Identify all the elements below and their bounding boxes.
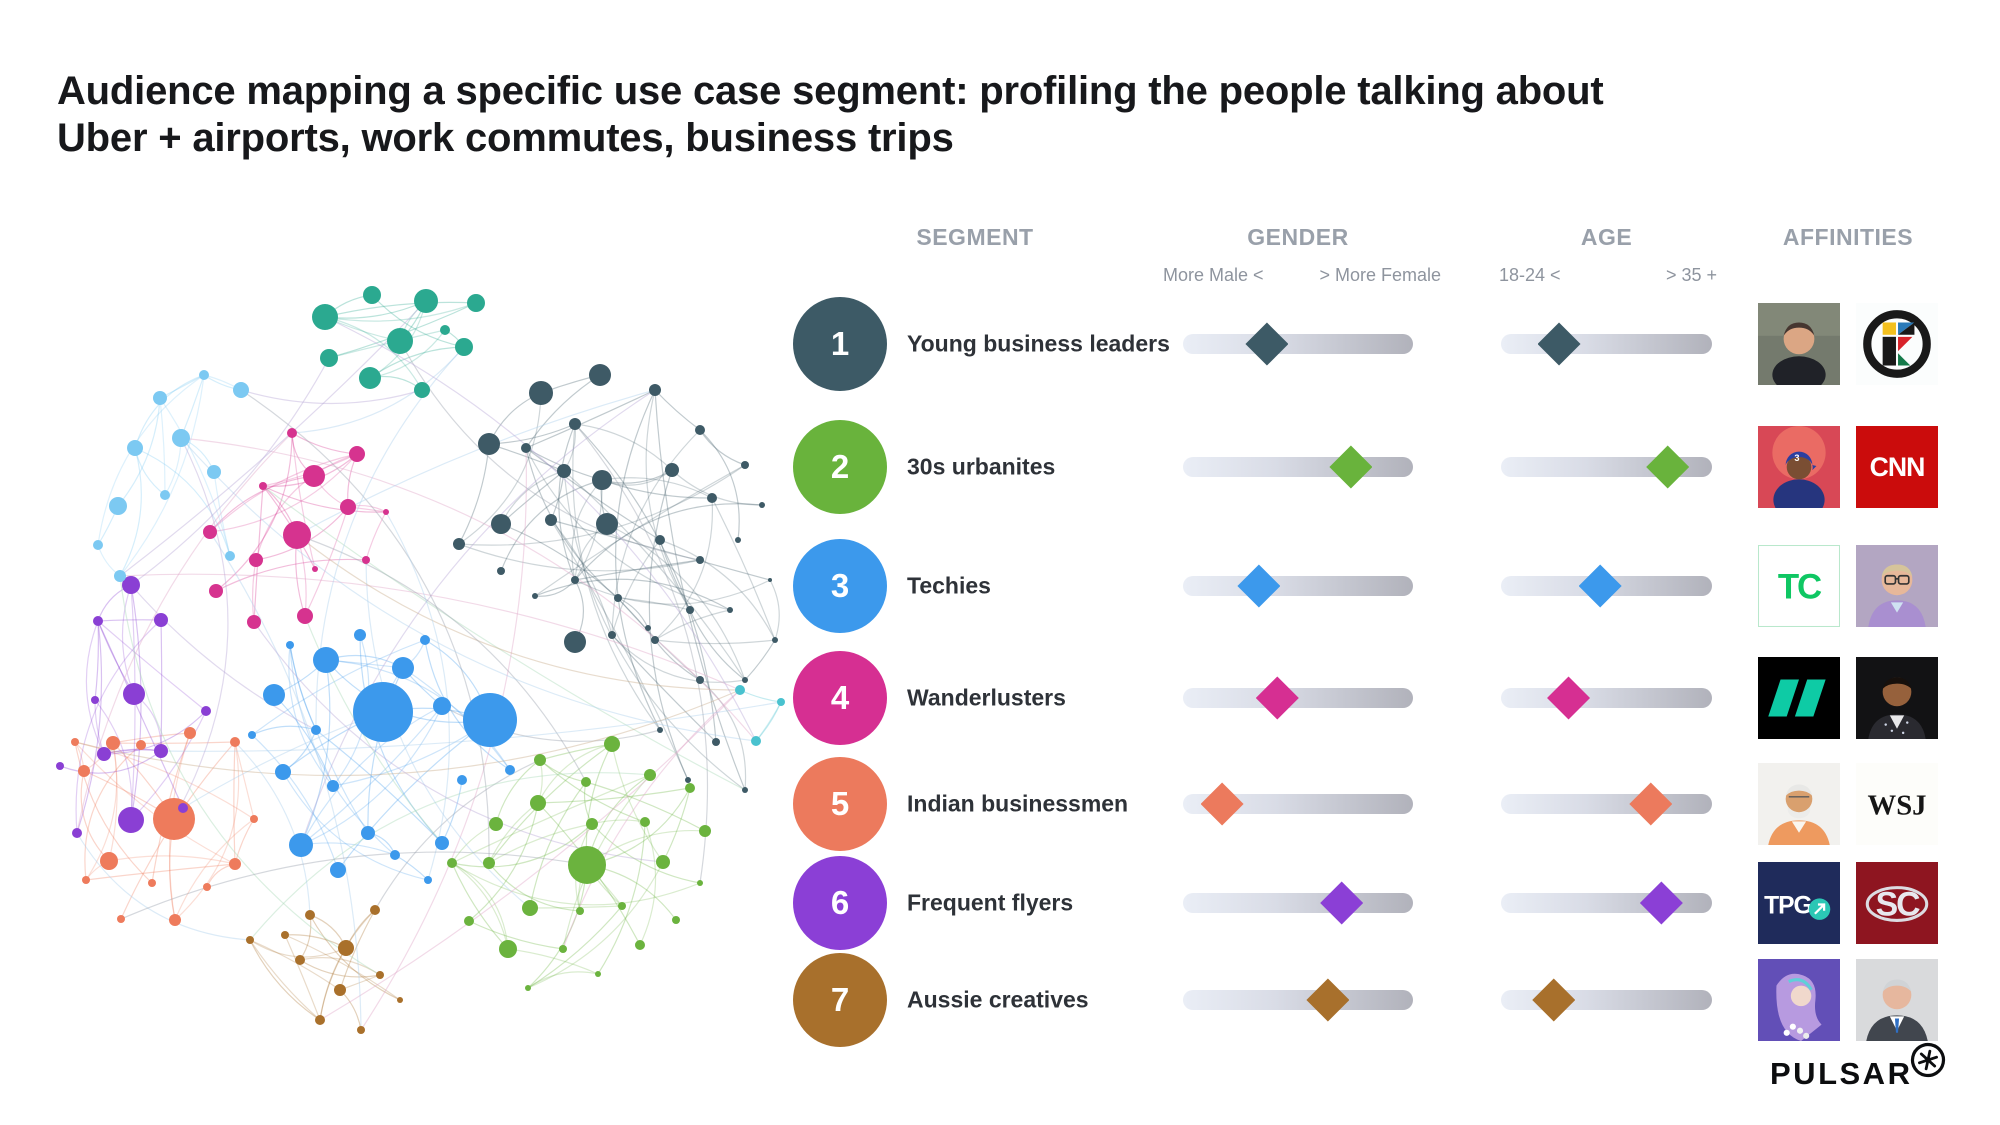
gender-slider-marker: [1245, 322, 1289, 366]
pulsar-asterisk-icon: [1910, 1042, 1946, 1078]
segment-number: 2: [830, 448, 850, 485]
gender-slider-track: [1183, 990, 1413, 1010]
gender-slider-track: [1183, 794, 1413, 814]
age-slider-marker: [1646, 445, 1690, 489]
techcrunch-logo: TC: [1758, 545, 1840, 627]
segment-label: Young business leaders: [907, 330, 1170, 357]
segment-label: Techies: [907, 572, 991, 599]
malcolm-turnbull-photo: [1856, 959, 1938, 1041]
neil-degrasse-tyson-photo: [1856, 657, 1938, 739]
age-scale-right-label: > 35 +: [1665, 265, 1717, 285]
svg-text:3: 3: [1794, 453, 1799, 463]
gender-slider-marker: [1200, 782, 1244, 826]
gender-scale-right-label: > More Female: [1319, 265, 1441, 285]
narendra-modi-photo: [1758, 763, 1840, 845]
svg-text:CNN: CNN: [1870, 452, 1925, 482]
chance-the-rapper-logo: 3: [1758, 426, 1840, 508]
page-title: Audience mapping a specific use case seg…: [57, 68, 1707, 162]
segment-number: 4: [830, 679, 850, 716]
age-slider-track: [1501, 794, 1712, 814]
age-slider-marker: [1532, 978, 1576, 1022]
tpg-logo: TPG: [1758, 862, 1840, 944]
gender-slider-track: [1183, 893, 1413, 913]
column-header-gender: GENDER: [1247, 224, 1349, 250]
svg-text:TPG: TPG: [1764, 892, 1811, 919]
segment-number-badge: 4: [793, 651, 887, 745]
elon-musk-photo: [1758, 303, 1840, 385]
age-slider-marker: [1537, 322, 1581, 366]
segment-label: 30s urbanites: [907, 453, 1056, 480]
fast-company-logo: [1856, 303, 1938, 385]
segment-label: Indian businessmen: [907, 790, 1129, 817]
age-scale-labels: 18-24 < > 35 +: [1499, 265, 1717, 286]
gender-slider-marker: [1237, 564, 1281, 608]
pulsar-logo-text: PULSAR: [1770, 1056, 1913, 1091]
age-slider-marker: [1639, 881, 1683, 925]
segment-number-badge: 2: [793, 420, 887, 514]
huffpost-logo: [1758, 657, 1840, 739]
segment-number: 7: [830, 981, 850, 1018]
gender-slider-marker: [1320, 881, 1364, 925]
segment-number: 1: [830, 325, 850, 362]
segment-number: 5: [830, 785, 850, 822]
svg-text:SC: SC: [1876, 885, 1921, 923]
gender-slider-track: [1183, 457, 1413, 477]
page-title-line2: Uber + airports, work commutes, business…: [57, 115, 954, 160]
sportscenter-logo: SC: [1856, 862, 1938, 944]
segment-label: Aussie creatives: [907, 986, 1089, 1013]
segment-number-badge: 1: [793, 297, 887, 391]
gender-slider-track: [1183, 576, 1413, 596]
segment-number-badge: 7: [793, 953, 887, 1047]
segment-number: 6: [830, 884, 850, 921]
segment-number-badge: 3: [793, 539, 887, 633]
column-header-affinities: AFFINITIES: [1782, 224, 1914, 250]
svg-text:WSJ: WSJ: [1868, 789, 1927, 821]
audience-network-graph: [56, 286, 785, 1034]
segment-number-badge: 5: [793, 757, 887, 851]
lady-gaga-photo: [1758, 959, 1840, 1041]
age-slider-track: [1501, 334, 1712, 354]
age-slider-marker: [1578, 564, 1622, 608]
bill-gates-photo: [1856, 545, 1938, 627]
segment-label: Wanderlusters: [907, 684, 1066, 711]
gender-slider-marker: [1255, 676, 1299, 720]
age-slider-track: [1501, 688, 1712, 708]
segment-number: 3: [830, 567, 850, 604]
gender-scale-labels: More Male < > More Female: [1163, 265, 1441, 286]
page-title-line1: Audience mapping a specific use case seg…: [57, 69, 1604, 113]
age-scale-left-label: 18-24 <: [1499, 265, 1561, 285]
column-header-age: AGE: [1580, 224, 1633, 250]
gender-scale-left-label: More Male <: [1163, 265, 1264, 285]
wsj-logo: WSJ: [1856, 763, 1938, 845]
segment-label: Frequent flyers: [907, 889, 1074, 916]
age-slider-marker: [1629, 782, 1673, 826]
age-slider-marker: [1547, 676, 1591, 720]
segment-number-badge: 6: [793, 856, 887, 950]
svg-text:TC: TC: [1778, 567, 1822, 606]
cnn-logo: CNN: [1856, 426, 1938, 508]
gender-slider-marker: [1329, 445, 1373, 489]
gender-slider-track: [1183, 334, 1413, 354]
gender-slider-marker: [1306, 978, 1350, 1022]
column-header-segment: SEGMENT: [916, 224, 1034, 250]
